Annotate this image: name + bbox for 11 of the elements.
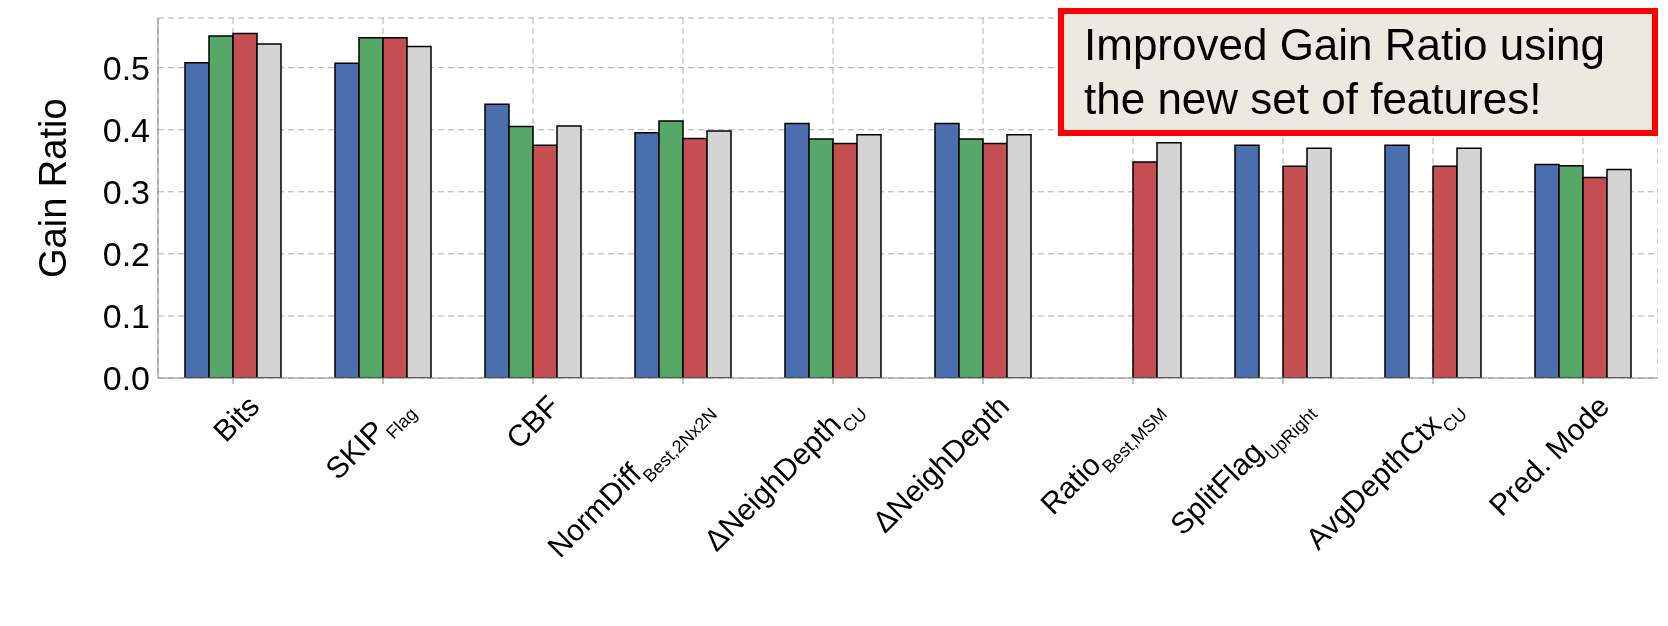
y-axis-title: Gain Ratio — [32, 98, 75, 278]
annotation: Improved Gain Ratio using the new set of features! — [1058, 8, 1658, 136]
y-tick-label: 0.0 — [102, 359, 150, 398]
bar — [1234, 144, 1260, 378]
y-tick-label: 0.1 — [102, 297, 150, 335]
y-tick-label: 0.3 — [102, 172, 150, 211]
y-tick-label: 0.5 — [102, 48, 150, 87]
x-tick-label: Bits — [206, 389, 266, 448]
bar — [1384, 144, 1410, 378]
y-tick-label: 0.4 — [102, 110, 150, 149]
y-tick-label: 0.2 — [102, 234, 150, 273]
